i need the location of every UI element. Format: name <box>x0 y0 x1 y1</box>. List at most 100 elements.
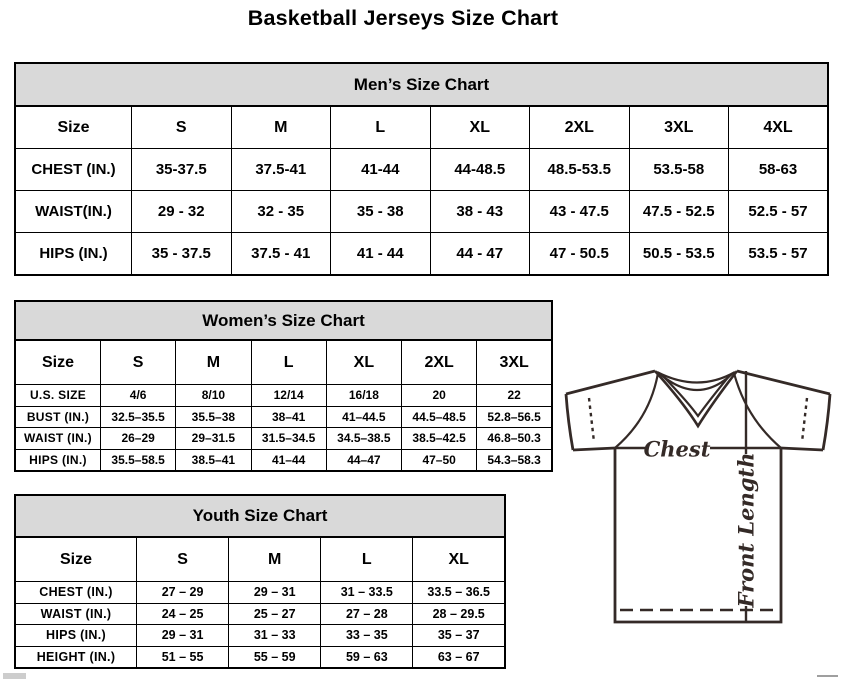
value-cell: 26–29 <box>99 427 177 450</box>
value-cell: 8/10 <box>175 384 252 407</box>
value-cell: 44 - 47 <box>429 232 530 276</box>
value-cell: 31 – 33 <box>228 624 322 647</box>
row-label: U.S. SIZE <box>14 384 101 407</box>
value-cell: 33.5 – 36.5 <box>412 581 506 604</box>
horizontal-scrollbar-track-fragment[interactable] <box>817 675 838 677</box>
value-cell: 25 – 27 <box>228 602 322 625</box>
value-cell: 38 - 43 <box>429 190 530 233</box>
column-header: Size <box>14 105 132 149</box>
value-cell: 58-63 <box>728 148 829 191</box>
row-label: HIPS (IN.) <box>14 448 101 472</box>
value-cell: 29–31.5 <box>175 427 252 450</box>
value-cell: 46.8–50.3 <box>476 427 553 450</box>
header-row: Size S M L XL 2XL 3XL <box>14 339 553 385</box>
value-cell: 29 - 32 <box>131 190 232 233</box>
table-row: U.S. SIZE 4/6 8/10 12/14 16/18 20 22 <box>14 384 553 407</box>
value-cell: 16/18 <box>325 384 403 407</box>
page-title: Basketball Jerseys Size Chart <box>247 6 559 30</box>
column-header: 3XL <box>628 105 729 149</box>
value-cell: 52.8–56.5 <box>476 405 553 428</box>
column-header: M <box>175 339 252 385</box>
table-row: HIPS (IN.) 35.5–58.5 38.5–41 41–44 44–47 47–5… <box>14 448 553 472</box>
row-label: HEIGHT (IN.) <box>14 645 137 669</box>
value-cell: 27 – 29 <box>135 581 230 604</box>
column-header: 2XL <box>529 105 630 149</box>
value-cell: 29 – 31 <box>135 624 230 647</box>
value-cell: 12/14 <box>250 384 327 407</box>
jersey-measurement-diagram: Chest Front Length <box>564 369 832 624</box>
jersey-outline <box>564 369 832 624</box>
womens-size-table: Size S M L XL 2XL 3XL U.S. SIZE 4/6 8/10 12/14 16/1… <box>14 339 553 472</box>
value-cell: 50.5 - 53.5 <box>628 232 729 276</box>
left-cuff-dashed-line <box>587 397 596 443</box>
value-cell: 41 - 44 <box>330 232 431 276</box>
value-cell: 4/6 <box>99 384 177 407</box>
value-cell: 35-37.5 <box>131 148 232 191</box>
value-cell: 35.5–58.5 <box>99 448 177 472</box>
column-header: XL <box>429 105 530 149</box>
value-cell: 34.5–38.5 <box>325 427 403 450</box>
value-cell: 41–44.5 <box>325 405 403 428</box>
row-label: WAIST (IN.) <box>14 602 137 625</box>
measurement-lines <box>615 371 781 622</box>
horizontal-scrollbar-thumb[interactable] <box>3 673 26 679</box>
right-cuff-dashed-line <box>800 397 809 443</box>
value-cell: 38–41 <box>250 405 327 428</box>
value-cell: 31.5–34.5 <box>250 427 327 450</box>
value-cell: 35.5–38 <box>175 405 252 428</box>
value-cell: 47 - 50.5 <box>529 232 630 276</box>
value-cell: 44–47 <box>325 448 403 472</box>
column-header: 4XL <box>728 105 829 149</box>
value-cell: 37.5 - 41 <box>230 232 331 276</box>
table-row: WAIST (IN.) 24 – 25 25 – 27 27 – 28 28 – 29.… <box>14 602 506 625</box>
value-cell: 43 - 47.5 <box>529 190 630 233</box>
row-label: WAIST (IN.) <box>14 427 101 450</box>
mens-size-chart-section: Men’s Size Chart Size S M L XL 2XL 3XL 4XL CHEST… <box>14 62 829 276</box>
column-header: L <box>250 339 327 385</box>
table-row: WAIST(IN.) 29 - 32 32 - 35 35 - 38 38 - 43 43… <box>14 190 829 233</box>
youth-chart-header: Youth Size Chart <box>14 494 506 536</box>
value-cell: 53.5 - 57 <box>728 232 829 276</box>
value-cell: 29 – 31 <box>228 581 322 604</box>
value-cell: 32 - 35 <box>230 190 331 233</box>
value-cell: 32.5–35.5 <box>99 405 177 428</box>
value-cell: 52.5 - 57 <box>728 190 829 233</box>
column-header: S <box>131 105 232 149</box>
column-header: 2XL <box>400 339 478 385</box>
column-header: Size <box>14 536 137 582</box>
header-row: Size S M L XL <box>14 536 506 582</box>
header-row: Size S M L XL 2XL 3XL 4XL <box>14 105 829 149</box>
column-header: S <box>135 536 230 582</box>
column-header: S <box>99 339 177 385</box>
mens-size-table: Size S M L XL 2XL 3XL 4XL CHEST (IN.) 35-37.5 37.5… <box>14 105 829 276</box>
value-cell: 44-48.5 <box>429 148 530 191</box>
value-cell: 35 - 37.5 <box>131 232 232 276</box>
value-cell: 33 – 35 <box>320 624 414 647</box>
value-cell: 37.5-41 <box>230 148 331 191</box>
row-label: BUST (IN.) <box>14 405 101 428</box>
value-cell: 54.3–58.3 <box>476 448 553 472</box>
value-cell: 27 – 28 <box>320 602 414 625</box>
value-cell: 38.5–42.5 <box>400 427 478 450</box>
row-label: CHEST (IN.) <box>14 581 137 604</box>
column-header: XL <box>325 339 403 385</box>
value-cell: 44.5–48.5 <box>400 405 478 428</box>
table-row: BUST (IN.) 32.5–35.5 35.5–38 38–41 41–44.5 44… <box>14 405 553 428</box>
value-cell: 53.5-58 <box>628 148 729 191</box>
youth-size-table: Size S M L XL CHEST (IN.) 27 – 29 29 – 31 31 – 3… <box>14 536 506 669</box>
value-cell: 41-44 <box>330 148 431 191</box>
value-cell: 55 – 59 <box>228 645 322 669</box>
column-header: M <box>230 105 331 149</box>
value-cell: 31 – 33.5 <box>320 581 414 604</box>
youth-size-chart-section: Youth Size Chart Size S M L XL CHEST (IN.) 27 … <box>14 494 506 669</box>
column-header: M <box>228 536 322 582</box>
value-cell: 41–44 <box>250 448 327 472</box>
womens-size-chart-section: Women’s Size Chart Size S M L XL 2XL 3XL U.S. S… <box>14 300 553 472</box>
value-cell: 22 <box>476 384 553 407</box>
column-header: 3XL <box>476 339 553 385</box>
table-row: WAIST (IN.) 26–29 29–31.5 31.5–34.5 34.5–38.… <box>14 427 553 450</box>
mens-chart-header: Men’s Size Chart <box>14 62 829 105</box>
row-label: WAIST(IN.) <box>14 190 132 233</box>
table-row: CHEST (IN.) 27 – 29 29 – 31 31 – 33.5 33.5 –… <box>14 581 506 604</box>
